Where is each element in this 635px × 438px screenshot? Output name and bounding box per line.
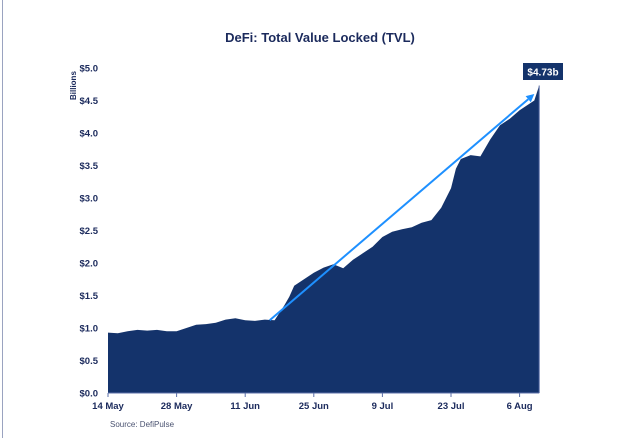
x-tick-label: 23 Jul xyxy=(438,401,465,412)
y-tick-label: $3.5 xyxy=(80,161,99,172)
x-tick-label: 28 May xyxy=(161,401,193,412)
x-tick-label: 9 Jul xyxy=(372,401,394,412)
y-tick-label: $0.5 xyxy=(80,356,99,367)
chart-title: DeFi: Total Value Locked (TVL) xyxy=(225,30,415,45)
value-callout-label: $4.73b xyxy=(527,68,558,79)
y-tick-label: $4.5 xyxy=(80,96,99,107)
y-tick-label: $4.0 xyxy=(80,129,99,140)
y-tick-label: $1.0 xyxy=(80,324,99,335)
y-axis-label: Billions xyxy=(69,71,78,100)
source-note: Source: DefiPulse xyxy=(110,420,175,429)
tvl-area xyxy=(108,85,540,393)
left-border xyxy=(2,0,3,438)
trend-arrow-line xyxy=(269,98,529,321)
y-tick-label: $1.5 xyxy=(80,291,99,302)
x-tick-label: 14 May xyxy=(92,401,124,412)
trend-arrow-head xyxy=(525,94,535,103)
y-tick-label: $2.0 xyxy=(80,259,99,270)
value-callout-box xyxy=(523,63,563,80)
x-tick-label: 25 Jun xyxy=(299,401,329,412)
y-tick-label: $2.5 xyxy=(80,226,99,237)
x-tick-label: 11 Jun xyxy=(230,401,260,412)
y-tick-label: $0.0 xyxy=(80,389,99,400)
y-tick-label: $5.0 xyxy=(80,64,99,75)
x-tick-label: 6 Aug xyxy=(507,401,533,412)
y-tick-label: $3.0 xyxy=(80,194,99,205)
